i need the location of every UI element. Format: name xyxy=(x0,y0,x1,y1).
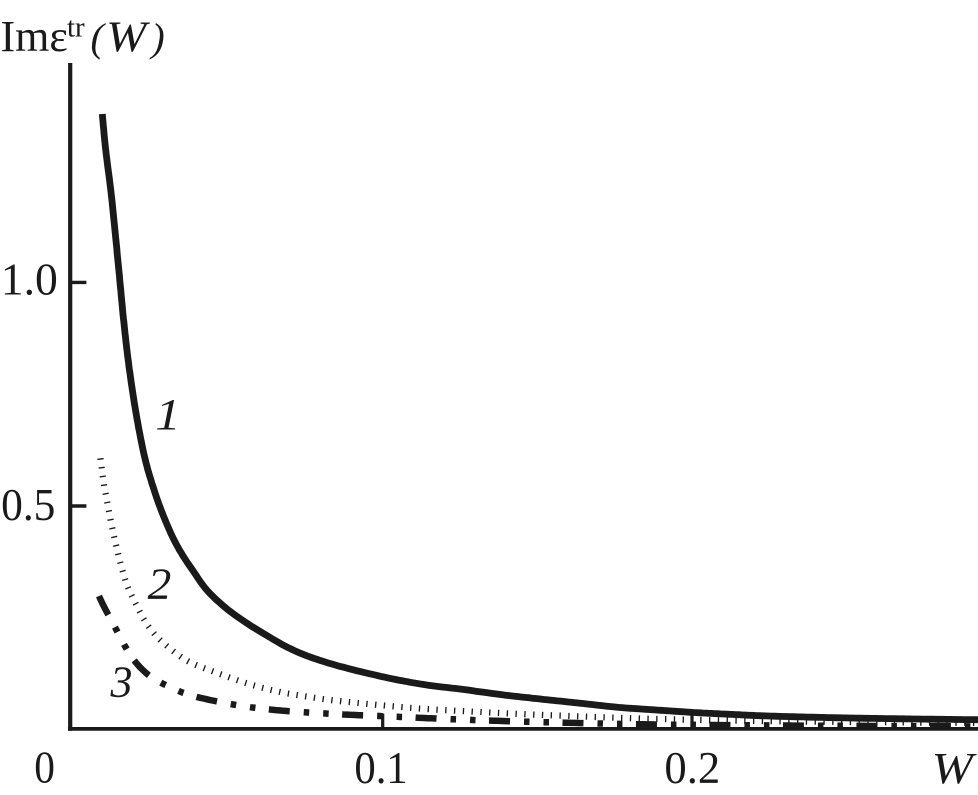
svg-text:tr: tr xyxy=(67,12,85,44)
svg-text:1: 1 xyxy=(155,390,180,439)
svg-text:): ) xyxy=(149,15,164,60)
svg-text:0.5: 0.5 xyxy=(1,479,55,530)
svg-text:(: ( xyxy=(91,15,107,60)
svg-text:3: 3 xyxy=(110,658,133,707)
svg-text:2: 2 xyxy=(148,559,172,608)
svg-text:W: W xyxy=(106,14,151,61)
svg-text:W: W xyxy=(932,744,977,793)
svg-text:0: 0 xyxy=(34,743,55,793)
svg-text:0.2: 0.2 xyxy=(664,743,720,793)
svg-text:1.0: 1.0 xyxy=(1,254,58,305)
svg-text:Imε: Imε xyxy=(1,12,68,61)
svg-text:0.1: 0.1 xyxy=(354,743,407,793)
